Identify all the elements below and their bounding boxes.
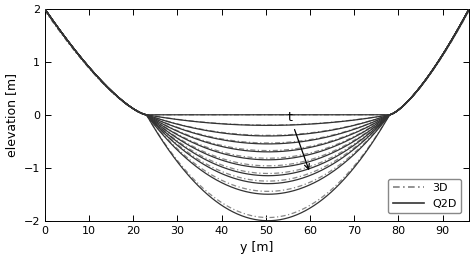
Y-axis label: elevation [m]: elevation [m] <box>5 73 18 157</box>
Legend: 3D, Q2D: 3D, Q2D <box>388 179 462 213</box>
Text: t: t <box>288 111 310 169</box>
X-axis label: y [m]: y [m] <box>240 241 273 254</box>
